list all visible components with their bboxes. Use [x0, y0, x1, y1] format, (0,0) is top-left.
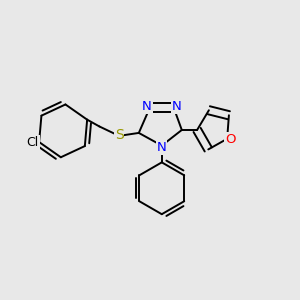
Text: N: N [172, 100, 182, 113]
Text: N: N [142, 100, 152, 113]
Text: Cl: Cl [26, 136, 39, 148]
Text: O: O [225, 133, 235, 146]
Text: N: N [157, 141, 167, 154]
Text: S: S [115, 128, 124, 142]
